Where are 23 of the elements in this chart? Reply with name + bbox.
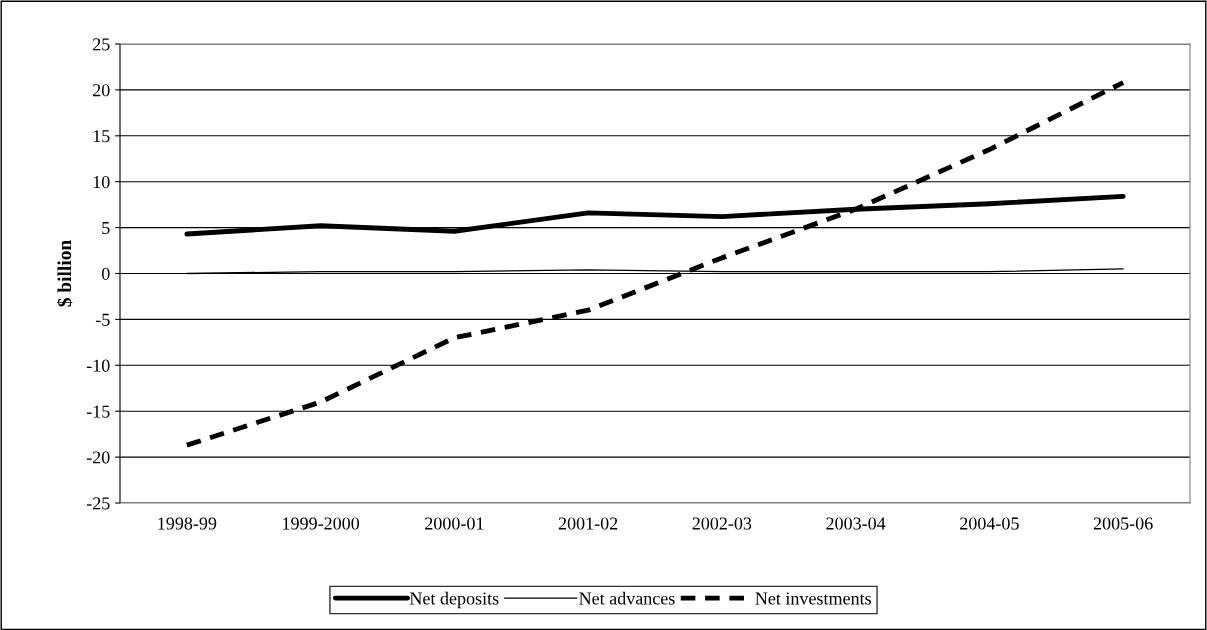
y-tick-label: 25 — [93, 38, 110, 51]
x-tick-label: 2003-04 — [826, 517, 886, 530]
y-tick-label: -10 — [86, 359, 110, 372]
x-tick-label: 2001-02 — [558, 517, 618, 530]
y-tick-label: -15 — [86, 405, 110, 418]
legend-label: Net advances — [579, 591, 675, 605]
x-tick-label: 2005-06 — [1093, 517, 1153, 530]
y-tick-label: -25 — [86, 497, 110, 510]
y-tick-label: 10 — [93, 175, 110, 189]
x-tick-label: 1999-2000 — [283, 517, 360, 530]
y-tick-label: -20 — [86, 451, 110, 464]
y-tick-label: 0 — [101, 267, 110, 280]
y-tick-label: 20 — [93, 84, 110, 97]
x-tick-label: 2002-03 — [692, 517, 752, 530]
x-tick-label: 2000-01 — [425, 517, 484, 530]
legend-label: Net investments — [755, 592, 871, 605]
y-axis-title: $ billion — [56, 240, 73, 307]
y-tick-label: 15 — [93, 130, 110, 143]
x-tick-label: 1998-99 — [158, 517, 217, 530]
y-tick-label: -5 — [95, 313, 110, 326]
x-tick-label: 2004-05 — [960, 517, 1019, 530]
legend-label: Net deposits — [409, 591, 499, 609]
y-tick-label: 5 — [102, 222, 110, 235]
